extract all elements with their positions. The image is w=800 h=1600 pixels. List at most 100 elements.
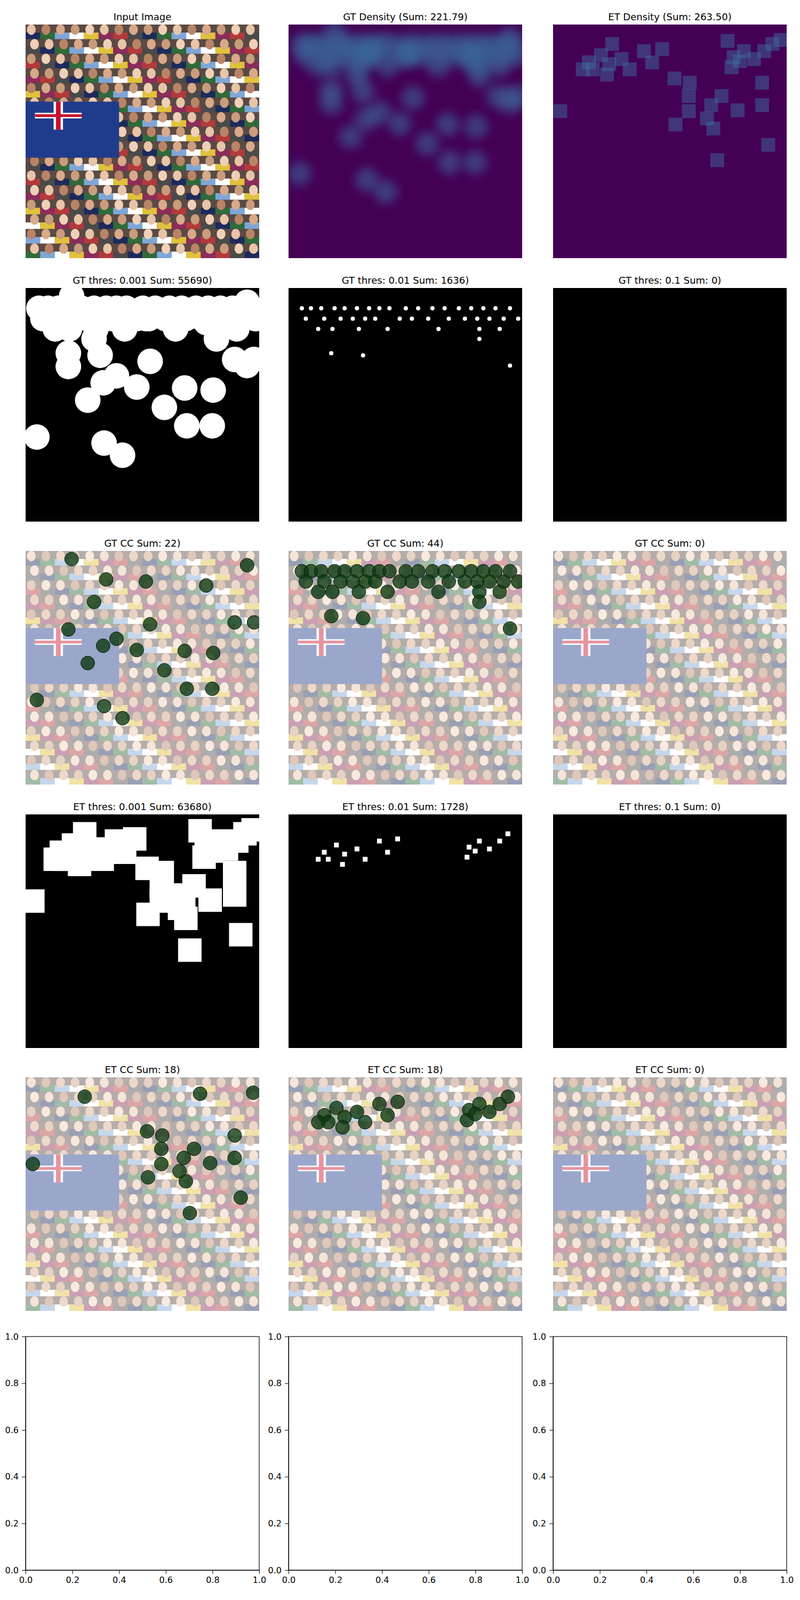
photo-face xyxy=(143,24,152,35)
component xyxy=(115,711,130,726)
component xyxy=(29,692,44,707)
map-blob xyxy=(761,138,775,152)
component xyxy=(380,585,395,599)
photo-face xyxy=(205,68,214,79)
photo-face xyxy=(114,170,124,181)
plot-area xyxy=(25,550,260,785)
photo-face xyxy=(249,155,258,167)
component xyxy=(206,645,221,660)
panel: GT CC Sum: 44) xyxy=(288,537,526,785)
photo-face xyxy=(202,170,211,181)
component xyxy=(109,632,124,646)
component xyxy=(472,594,487,609)
photo-face xyxy=(161,155,171,167)
photo-face xyxy=(129,199,138,211)
map-blob xyxy=(507,363,512,368)
photo-face xyxy=(29,68,39,79)
photo-face xyxy=(161,185,171,196)
map-blob xyxy=(655,42,670,56)
photo-face xyxy=(59,214,68,226)
photo-face xyxy=(41,199,51,211)
map-blob xyxy=(481,306,486,311)
map-blob xyxy=(55,340,82,366)
panel-title: Input Image xyxy=(113,11,172,23)
panel-title: GT Density (Sum: 221.79) xyxy=(342,11,468,23)
map-blob xyxy=(435,112,460,136)
map-blob xyxy=(87,342,114,368)
map-blob xyxy=(318,306,324,311)
map-blob xyxy=(308,306,314,311)
component xyxy=(205,681,220,696)
map-blob xyxy=(516,316,521,321)
photo-face xyxy=(41,82,51,94)
photo-face xyxy=(56,170,65,181)
component xyxy=(482,574,497,589)
component xyxy=(298,574,313,589)
plot-area xyxy=(25,24,260,259)
photo-face xyxy=(143,228,152,240)
photo-face xyxy=(70,82,80,94)
photo-face xyxy=(245,228,255,240)
photo-face xyxy=(187,82,197,94)
component xyxy=(311,585,326,599)
photo-face xyxy=(161,214,171,226)
photo-face xyxy=(59,185,68,196)
map-blob xyxy=(553,104,568,118)
photo-face xyxy=(56,199,65,211)
component xyxy=(97,699,111,714)
photo-face xyxy=(44,214,54,226)
photo-face xyxy=(234,243,244,254)
photo-face xyxy=(143,53,152,64)
photo-face xyxy=(146,97,156,109)
component xyxy=(61,622,76,637)
photo-face xyxy=(187,53,197,64)
map-blob xyxy=(320,53,344,78)
photo-face xyxy=(158,112,167,123)
photo-face xyxy=(99,170,109,181)
map-blob xyxy=(682,75,697,90)
map-blob xyxy=(112,316,138,342)
map-blob xyxy=(234,352,260,379)
photo-face xyxy=(114,53,124,64)
photo-face xyxy=(85,24,94,35)
photo-face xyxy=(219,97,229,109)
photo-face xyxy=(161,68,171,79)
photo-face xyxy=(216,53,226,64)
photo-face xyxy=(161,126,171,138)
map-blob xyxy=(385,326,390,332)
photo-face xyxy=(102,243,112,254)
map-blob xyxy=(332,306,337,311)
photo-face xyxy=(59,68,68,79)
map-blob xyxy=(436,326,441,332)
photo-flag xyxy=(25,101,119,158)
photo-face xyxy=(26,82,36,94)
map-blob xyxy=(704,98,719,112)
plot-area xyxy=(553,288,787,522)
map-blob xyxy=(329,350,334,356)
photo-face xyxy=(205,155,214,167)
map-blob xyxy=(387,112,412,136)
component xyxy=(139,574,154,589)
panel: GT thres: 0.1 Sum: 0) xyxy=(553,274,787,522)
map-blob xyxy=(361,353,366,358)
photo-face xyxy=(132,185,141,196)
photo-face xyxy=(146,155,156,167)
photo-face xyxy=(41,228,51,240)
photo-face xyxy=(219,126,229,138)
map-blob xyxy=(442,306,447,311)
photo-face xyxy=(216,24,226,35)
panel: Input Image xyxy=(25,11,260,259)
map-blob xyxy=(668,117,683,132)
photo-face xyxy=(190,68,200,79)
photo-face xyxy=(129,53,138,64)
photo-face xyxy=(59,243,68,254)
component xyxy=(227,615,242,630)
component xyxy=(179,681,194,696)
photo-background xyxy=(25,24,260,259)
photo-face xyxy=(85,170,94,181)
photo-face xyxy=(146,243,156,254)
photo-face xyxy=(29,38,39,50)
photo-face xyxy=(176,126,185,138)
photo-face xyxy=(161,38,171,50)
photo-face xyxy=(85,199,94,211)
